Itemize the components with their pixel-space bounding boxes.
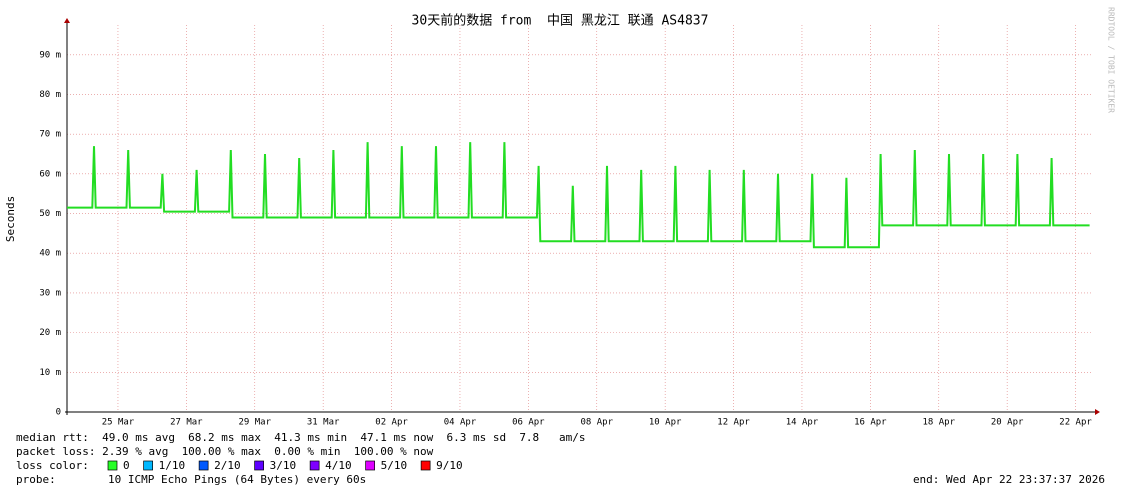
legend-label: 9/10 [436,459,463,472]
x-tick-label: 02 Apr [375,418,408,428]
stats-line: median rtt: 49.0 ms avg 68.2 ms max 41.3… [16,431,586,444]
y-tick-label: 90 m [39,50,61,60]
y-tick-label: 80 m [39,90,61,100]
probe: 10 ICMP Echo Pings (64 Bytes) every 60s [108,473,366,486]
legend-label: 4/10 [325,459,352,472]
legend-label: 2/10 [214,459,241,472]
legend-label: 0 [123,459,130,472]
line [67,142,1090,249]
x-tick-label: 10 Apr [649,418,682,428]
legend-swatch [143,460,153,471]
legend-label: 5/10 [381,459,408,472]
legend-swatch [420,460,431,471]
y-tick-label: 70 m [39,130,61,140]
legend-swatch [365,460,375,471]
y-tick-label: 60 m [39,169,61,179]
x-tick-label: 12 Apr [717,418,750,428]
stats-line: packet loss: 2.39 % avg 100.00 % max 0.0… [16,445,434,458]
x-tick-label: 04 Apr [444,418,477,428]
y-axis-label: Seconds [4,196,17,242]
legend-swatch [107,460,118,471]
x-tick-label: 31 Mar [307,418,340,428]
y-tick-label: 20 m [39,328,61,338]
arrow [1095,409,1100,415]
probe-label: probe: [16,473,56,486]
watermark: RRDTOOL / TOBI OETIKER [1107,7,1116,113]
x-tick-label: 27 Mar [170,418,203,428]
x-tick-label: 25 Mar [102,418,135,428]
x-tick-label: 14 Apr [786,418,819,428]
y-tick-label: 40 m [39,249,61,259]
x-tick-label: 20 Apr [991,418,1024,428]
y-tick-label: 50 m [39,209,61,219]
y-tick-label: 30 m [39,288,61,298]
legend-swatch [198,460,209,471]
loss-label: loss color: [16,459,89,472]
x-tick-label: 18 Apr [923,418,956,428]
x-tick-label: 16 Apr [854,418,887,428]
chart-title: 30天前的数据 from 中国 黑龙江 联通 AS4837 [412,13,709,29]
legend-swatch [254,460,264,471]
legend-swatch [309,460,320,471]
y-tick-label: 10 m [39,368,61,378]
legend-label: 3/10 [270,459,297,472]
arrow [64,18,70,23]
end-time: end: Wed Apr 22 23:37:37 2026 [913,473,1105,486]
x-tick-label: 29 Mar [239,418,272,428]
y-tick-label: 0 [56,408,61,418]
legend-label: 1/10 [159,459,186,472]
x-tick-label: 08 Apr [581,418,614,428]
x-tick-label: 22 Apr [1059,418,1092,428]
x-tick-label: 06 Apr [512,418,545,428]
